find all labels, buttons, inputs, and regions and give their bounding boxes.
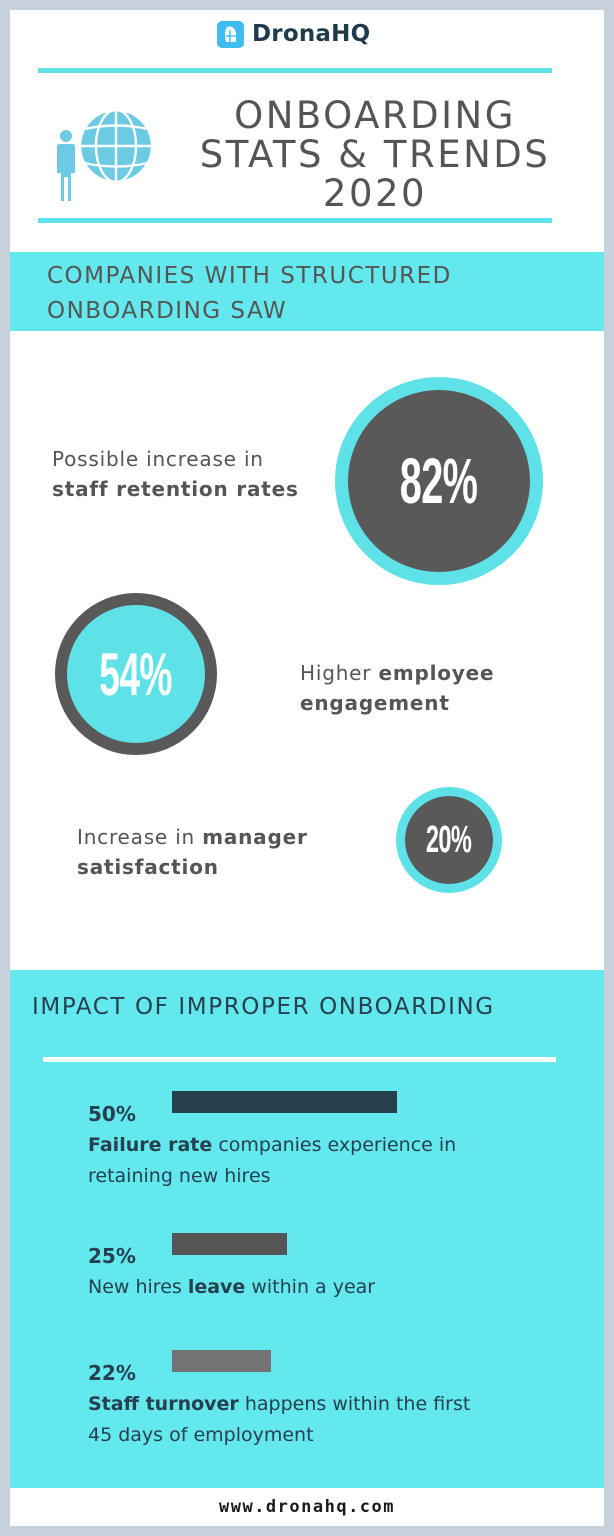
stat-value: 54% (99, 640, 173, 708)
stat-circle-engagement: 54% (55, 593, 217, 755)
stat-label-bold: satisfaction (77, 855, 219, 879)
footer: www.dronahq.com (10, 1488, 604, 1526)
stat-retention-label: Possible increase in staff retention rat… (52, 444, 299, 504)
stat-label-bold: manager (202, 825, 308, 849)
stat-value: 20% (426, 818, 472, 861)
title-line-2: STATS & TRENDS (199, 133, 551, 176)
impact-bar (172, 1091, 397, 1113)
stat-label-plain: Possible increase in (52, 447, 264, 471)
infographic-panel: DronaHQ ONBOARDING STATS & TRENDS (10, 10, 604, 1526)
stat-label-plain: Higher (300, 661, 379, 685)
stat-circle-manager: 20% (396, 787, 502, 893)
desc-text: retaining new hires (88, 1165, 271, 1187)
desc-bold: Staff turnover (88, 1393, 239, 1415)
section-divider (43, 1057, 556, 1062)
impact-description: Failure rate companies experience in ret… (88, 1130, 548, 1192)
section-impact: IMPACT OF IMPROPER ONBOARDING 50% Failur… (10, 970, 604, 1488)
stat-manager-label: Increase in manager satisfaction (77, 822, 308, 882)
header-bottom-divider (38, 218, 552, 223)
title-line-3: 2020 (322, 172, 428, 215)
footer-website-link[interactable]: www.dronahq.com (218, 1497, 396, 1517)
impact-bar (172, 1350, 271, 1372)
dronahq-logo-icon (217, 20, 244, 48)
desc-text: happens within the first (238, 1393, 471, 1415)
section-heading: IMPACT OF IMPROPER ONBOARDING (32, 994, 495, 1020)
impact-value: 22% (88, 1361, 136, 1385)
desc-text: companies experience in (212, 1134, 457, 1156)
heading-line-2: ONBOARDING SAW (47, 298, 288, 324)
top-divider (38, 68, 552, 73)
impact-bar (172, 1233, 287, 1255)
stat-label-bold: employee (378, 661, 495, 685)
stat-label-bold: staff retention rates (52, 477, 299, 501)
section-heading: COMPANIES WITH STRUCTURED ONBOARDING SAW (47, 259, 452, 329)
stat-label-bold: engagement (300, 691, 450, 715)
stat-label-plain: Increase in (77, 825, 203, 849)
desc-text: within a year (245, 1276, 376, 1298)
desc-bold: leave (187, 1276, 246, 1298)
desc-text: 45 days of employment (88, 1424, 314, 1446)
stat-engagement-label: Higher employee engagement (300, 658, 494, 718)
desc-text: New hires (88, 1276, 188, 1298)
heading-line-1: COMPANIES WITH STRUCTURED (47, 263, 452, 289)
impact-value: 50% (88, 1102, 136, 1126)
person-globe-icon (46, 102, 158, 210)
desc-bold: Failure rate (88, 1134, 213, 1156)
brand-name: DronaHQ (252, 21, 371, 47)
impact-description: Staff turnover happens within the first … (88, 1389, 548, 1451)
title-line-1: ONBOARDING (234, 94, 516, 137)
section-structured-heading-band: COMPANIES WITH STRUCTURED ONBOARDING SAW (10, 252, 604, 331)
page-title: ONBOARDING STATS & TRENDS 2020 (165, 96, 585, 213)
impact-description: New hires leave within a year (88, 1272, 548, 1303)
brand-logo: DronaHQ (217, 19, 370, 49)
impact-value: 25% (88, 1244, 136, 1268)
stat-value: 82% (400, 445, 478, 517)
stat-circle-retention: 82% (335, 377, 543, 585)
